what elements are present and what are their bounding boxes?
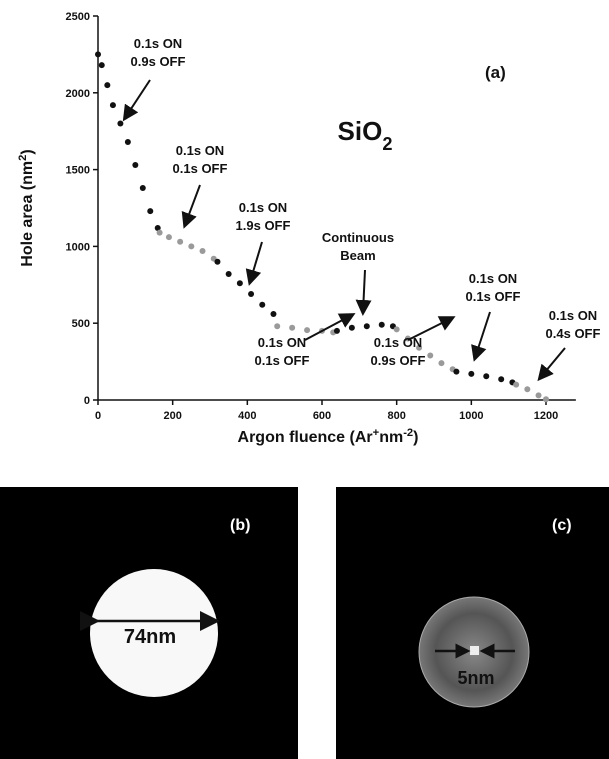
- data-point: [225, 271, 232, 278]
- annotation-arrow: [537, 347, 566, 382]
- y-tick-label: 1000: [66, 241, 90, 253]
- panel-label: (b): [230, 517, 250, 534]
- annotation: Beam: [340, 248, 375, 263]
- hole-large: [90, 569, 218, 697]
- annotation: 0.1s ON: [469, 271, 517, 286]
- annotation: 0.1s ON: [176, 143, 224, 158]
- x-axis-label-part: Argon fluence (Ar: [238, 429, 373, 446]
- data-point: [95, 51, 101, 58]
- data-point: [248, 291, 255, 298]
- x-axis-label-part: ): [413, 429, 418, 446]
- y-tick-label: 2000: [66, 88, 90, 100]
- x-tick-label: 1200: [534, 410, 558, 422]
- annotation: 0.1s ON: [549, 308, 597, 323]
- data-point: [378, 321, 385, 328]
- data-point: [124, 138, 131, 145]
- y-tick-label: 2500: [66, 11, 90, 23]
- data-point: [535, 392, 542, 399]
- x-tick-label: 600: [313, 410, 331, 422]
- data-point: [483, 373, 490, 380]
- annotation: 1.9s OFF: [236, 218, 291, 233]
- y-axis-label-part: ): [19, 149, 36, 154]
- data-point: [132, 161, 139, 168]
- y-axis-label-part: 2: [17, 155, 29, 161]
- data-point: [117, 120, 124, 127]
- y-tick-label: 1500: [66, 165, 90, 177]
- x-axis-label-part: nm: [379, 429, 403, 446]
- annotation: Continuous: [322, 230, 394, 245]
- data-point: [524, 386, 531, 393]
- chart-title-part: 2: [382, 134, 392, 154]
- annotation: 0.1s ON: [134, 36, 182, 51]
- chart-title-part: SiO: [338, 116, 383, 146]
- data-point: [177, 238, 184, 245]
- panel-label: (a): [485, 63, 506, 82]
- x-axis-label-part: +: [373, 427, 380, 439]
- annotation-arrow: [304, 313, 356, 341]
- data-point: [139, 185, 146, 192]
- annotation-arrow: [245, 241, 263, 286]
- data-point: [304, 327, 311, 334]
- annotation: 0.9s OFF: [131, 54, 186, 69]
- data-point: [427, 352, 434, 359]
- data-point: [513, 381, 520, 388]
- annotation-arrow: [122, 79, 151, 122]
- data-point: [259, 301, 266, 308]
- annotation-arrow: [355, 269, 372, 316]
- data-point: [236, 280, 243, 287]
- data-point: [214, 258, 221, 265]
- annotation: 0.1s OFF: [466, 289, 521, 304]
- x-tick-label: 400: [238, 410, 256, 422]
- scale-label: 74nm: [124, 626, 176, 648]
- annotation: 0.1s ON: [258, 335, 306, 350]
- data-point: [199, 248, 206, 255]
- data-point: [154, 224, 161, 231]
- y-axis-label: Hole area (nm2): [17, 149, 36, 266]
- x-tick-label: 200: [163, 410, 181, 422]
- data-point: [147, 208, 154, 215]
- data-point: [468, 370, 475, 377]
- data-point: [348, 324, 355, 331]
- chart-title: SiO2: [338, 116, 393, 154]
- annotation: 0.4s OFF: [546, 326, 601, 341]
- data-point: [333, 327, 340, 334]
- x-tick-label: 1000: [459, 410, 483, 422]
- y-axis-label-part: Hole area (nm: [19, 161, 36, 267]
- x-axis-label-part: -2: [403, 427, 413, 439]
- data-point: [289, 324, 296, 331]
- data-point: [438, 360, 445, 367]
- annotation: 0.1s ON: [239, 200, 287, 215]
- x-tick-label: 0: [95, 410, 101, 422]
- panel-label: (c): [552, 517, 572, 534]
- data-point: [274, 323, 281, 330]
- data-point: [543, 396, 549, 403]
- data-point: [98, 62, 105, 69]
- data-point: [498, 376, 505, 383]
- y-tick-label: 0: [84, 395, 90, 407]
- annotation-arrow: [181, 184, 201, 229]
- data-point: [188, 243, 195, 250]
- scale-label: 5nm: [457, 668, 494, 688]
- data-point: [104, 82, 111, 89]
- annotation: 0.9s OFF: [371, 353, 426, 368]
- x-axis-label: Argon fluence (Ar+nm-2): [238, 427, 419, 446]
- data-point: [363, 323, 370, 330]
- annotation: 0.1s OFF: [173, 161, 228, 176]
- annotation-arrow: [471, 311, 491, 362]
- data-point: [156, 229, 163, 236]
- y-tick-label: 500: [72, 318, 90, 330]
- x-tick-label: 800: [387, 410, 405, 422]
- data-point: [270, 310, 277, 317]
- data-point: [393, 326, 400, 333]
- annotation-arrow: [407, 316, 456, 341]
- data-point: [453, 368, 460, 375]
- pore: [470, 646, 479, 655]
- annotation: 0.1s OFF: [255, 353, 310, 368]
- data-point: [109, 102, 116, 109]
- data-point: [416, 344, 423, 351]
- data-point: [165, 234, 172, 241]
